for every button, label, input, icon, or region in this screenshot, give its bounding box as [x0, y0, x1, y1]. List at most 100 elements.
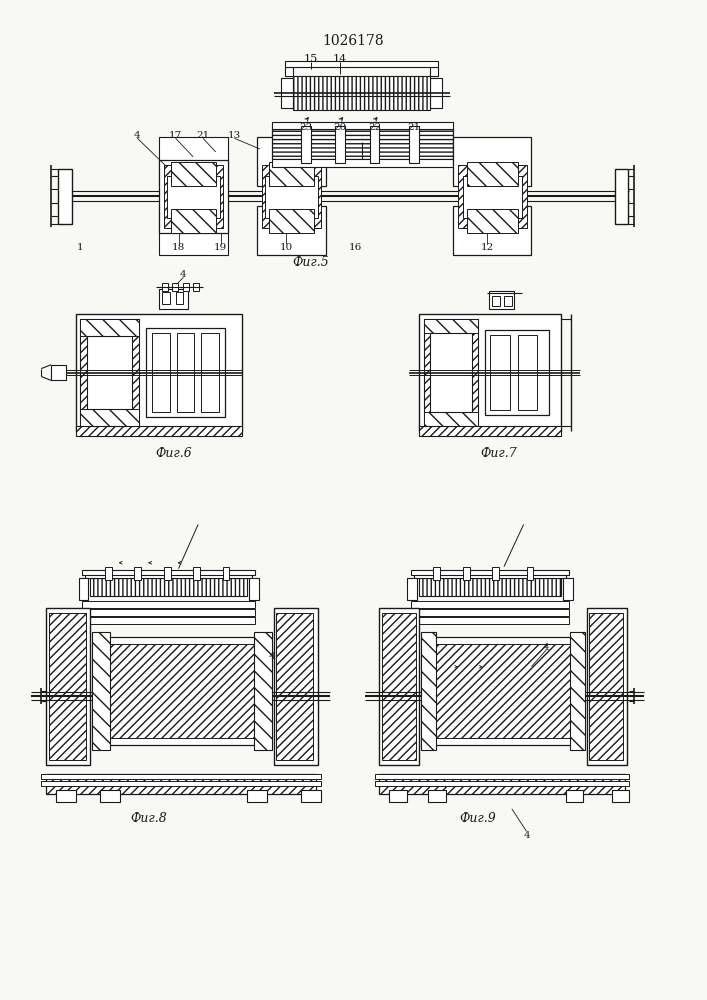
- Bar: [492, 296, 500, 306]
- Text: 19: 19: [214, 243, 227, 252]
- Bar: [183, 283, 189, 291]
- Text: 21: 21: [197, 131, 210, 140]
- Bar: [159, 206, 228, 255]
- Bar: [262, 165, 321, 228]
- Bar: [467, 209, 518, 233]
- Bar: [589, 613, 623, 760]
- Bar: [463, 567, 469, 580]
- Text: 23: 23: [299, 123, 312, 132]
- Text: 4: 4: [134, 131, 141, 140]
- Bar: [172, 283, 177, 291]
- Bar: [175, 292, 183, 304]
- Bar: [453, 137, 532, 186]
- Bar: [257, 206, 325, 255]
- Bar: [431, 644, 573, 738]
- Text: 12: 12: [481, 243, 494, 252]
- Bar: [431, 333, 472, 412]
- Bar: [390, 790, 407, 802]
- Bar: [249, 578, 259, 600]
- Bar: [83, 570, 255, 575]
- Bar: [271, 159, 453, 167]
- Text: 15: 15: [304, 54, 318, 64]
- Bar: [269, 162, 314, 186]
- Text: 1: 1: [77, 243, 84, 252]
- Bar: [193, 567, 200, 580]
- Bar: [83, 609, 255, 616]
- Bar: [167, 176, 220, 218]
- Bar: [486, 330, 549, 415]
- Bar: [102, 644, 260, 738]
- Bar: [370, 126, 380, 163]
- Bar: [56, 790, 76, 802]
- Bar: [134, 567, 141, 580]
- Bar: [46, 774, 316, 794]
- Bar: [159, 137, 228, 186]
- Bar: [382, 613, 416, 760]
- Bar: [563, 578, 573, 600]
- Text: 4: 4: [523, 831, 530, 840]
- Text: 13: 13: [228, 131, 241, 140]
- Bar: [254, 632, 271, 750]
- Bar: [164, 567, 170, 580]
- Bar: [159, 160, 228, 233]
- Text: 4: 4: [180, 270, 187, 279]
- Bar: [90, 578, 247, 596]
- Bar: [431, 78, 442, 108]
- Bar: [83, 617, 255, 624]
- Text: 22: 22: [368, 123, 381, 132]
- Bar: [419, 578, 561, 596]
- Bar: [380, 774, 624, 794]
- Bar: [588, 608, 626, 765]
- Text: 14: 14: [333, 54, 347, 64]
- Bar: [76, 314, 243, 431]
- Bar: [411, 570, 568, 575]
- Bar: [566, 790, 583, 802]
- Bar: [49, 613, 86, 760]
- Bar: [570, 632, 585, 750]
- Bar: [276, 613, 312, 760]
- Bar: [81, 409, 139, 426]
- Text: Фиг.6: Фиг.6: [156, 447, 192, 460]
- Bar: [170, 209, 216, 233]
- Bar: [81, 319, 139, 336]
- Bar: [81, 319, 139, 426]
- Bar: [170, 162, 216, 186]
- Bar: [86, 573, 252, 578]
- Bar: [423, 319, 477, 426]
- Bar: [177, 333, 194, 412]
- Bar: [301, 790, 321, 802]
- Bar: [162, 292, 170, 304]
- Bar: [615, 169, 629, 224]
- Bar: [518, 335, 537, 410]
- Bar: [527, 567, 533, 580]
- Bar: [76, 426, 243, 436]
- Bar: [423, 319, 477, 333]
- Bar: [223, 567, 230, 580]
- Bar: [41, 781, 321, 786]
- Bar: [95, 637, 267, 745]
- Bar: [453, 206, 532, 255]
- Bar: [92, 632, 110, 750]
- Bar: [105, 567, 112, 580]
- Bar: [423, 637, 580, 745]
- Bar: [286, 61, 438, 67]
- Bar: [286, 67, 293, 76]
- Text: 21: 21: [407, 123, 421, 132]
- Bar: [407, 578, 416, 600]
- Bar: [78, 578, 88, 600]
- Bar: [301, 126, 311, 163]
- Bar: [492, 567, 499, 580]
- Text: 17: 17: [169, 131, 182, 140]
- Bar: [146, 328, 225, 417]
- Bar: [83, 601, 255, 608]
- Bar: [414, 573, 566, 578]
- Bar: [41, 774, 321, 779]
- Bar: [281, 78, 293, 108]
- Bar: [428, 790, 446, 802]
- Bar: [380, 608, 419, 765]
- Bar: [247, 790, 267, 802]
- Bar: [421, 632, 436, 750]
- Bar: [271, 129, 453, 159]
- Bar: [293, 76, 431, 110]
- Bar: [162, 283, 168, 291]
